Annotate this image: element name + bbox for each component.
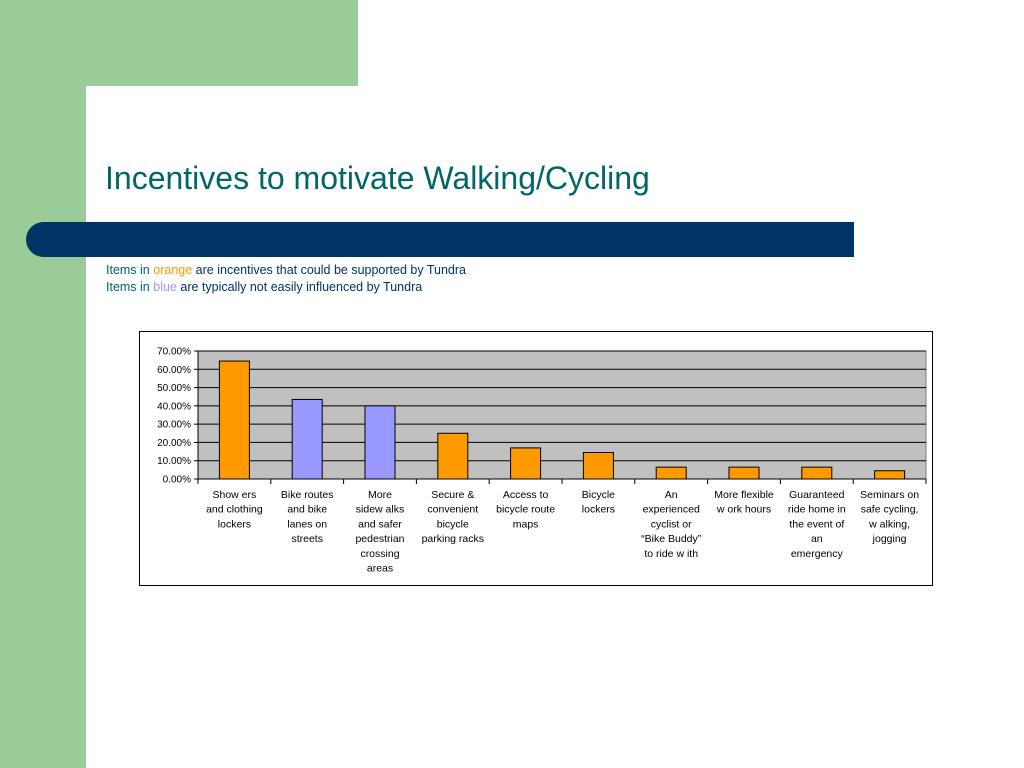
note2-pre: Items in <box>106 280 150 294</box>
x-tick-label: and safer <box>358 518 402 530</box>
y-tick-label: 10.00% <box>157 456 191 467</box>
x-tick-label: An <box>665 489 678 501</box>
x-tick-label: w alking, <box>868 518 910 530</box>
bar <box>582 451 614 480</box>
x-tick-label: bicycle route <box>496 504 555 516</box>
title-underline-band <box>26 222 854 257</box>
y-tick-label: 20.00% <box>157 438 191 449</box>
x-tick-label: cyclist or <box>651 518 692 530</box>
y-tick-label: 70.00% <box>157 347 191 358</box>
x-tick-label: “Bike Buddy” <box>641 533 702 545</box>
x-tick-label: Bike routes <box>281 489 334 501</box>
bar <box>218 360 250 480</box>
note2-color-word: blue <box>153 280 177 294</box>
slide-title: Incentives to motivate Walking/Cycling <box>105 160 650 196</box>
bar <box>801 466 833 480</box>
x-tick-label: streets <box>291 533 323 545</box>
content-corner <box>86 86 166 166</box>
note1-pre: Items in <box>106 263 150 277</box>
x-tick-label: the event of <box>789 518 844 530</box>
x-tick-label: to ride w ith <box>644 548 698 560</box>
x-tick-label: More flexible <box>714 489 774 501</box>
bar <box>728 466 760 480</box>
x-tick-label: sidew alks <box>356 504 404 516</box>
bar <box>655 466 687 480</box>
x-tick-label: convenient <box>427 504 478 516</box>
x-tick-label: ride home in <box>788 504 846 516</box>
note-orange: Items in orange are incentives that coul… <box>106 263 466 277</box>
y-tick-label: 0.00% <box>163 475 191 486</box>
y-tick-label: 50.00% <box>157 383 191 394</box>
note2-post: are typically not easily influenced by T… <box>180 280 423 294</box>
x-tick-label: an <box>811 533 823 545</box>
bar <box>874 470 906 480</box>
x-tick-label: bicycle <box>437 518 469 530</box>
x-tick-label: emergency <box>791 548 844 560</box>
x-tick-label: safe cycling, <box>861 504 919 516</box>
x-tick-label: More <box>368 489 392 501</box>
chart-container: 0.00% 10.00% 20.00% 30.00% 40.00% 50.00% 60.00… <box>139 331 933 586</box>
x-tick-label: pedestrian <box>355 533 404 545</box>
bar-chart: 0.00% 10.00% 20.00% 30.00% 40.00% 50.00% 60.00… <box>157 347 927 575</box>
x-tick-label: w ork hours <box>716 504 771 516</box>
x-tick-label: and bike <box>287 504 327 516</box>
x-tick-label: lockers <box>582 504 615 516</box>
note1-color-word: orange <box>153 263 193 277</box>
x-tick-label: lanes on <box>287 518 327 530</box>
x-tick-label: lockers <box>218 518 251 530</box>
y-tick-label: 30.00% <box>157 420 191 431</box>
x-tick-label: experienced <box>643 504 700 516</box>
x-tick-label: Secure & <box>431 489 474 501</box>
x-tick-label: and clothing <box>206 504 263 516</box>
bar <box>510 447 542 480</box>
x-tick-label: crossing <box>360 548 399 560</box>
bar <box>437 432 469 480</box>
x-tick-label: maps <box>513 518 539 530</box>
bar <box>291 398 323 480</box>
x-tick-label: parking racks <box>422 533 484 545</box>
x-tick-label: Show ers <box>213 489 257 501</box>
x-tick-label: Seminars on <box>860 489 919 501</box>
green-accent-left <box>0 0 86 768</box>
x-tick-label: areas <box>367 563 393 575</box>
y-tick-label: 40.00% <box>157 401 191 412</box>
x-tick-label: Access to <box>503 489 549 501</box>
y-tick-label: 60.00% <box>157 365 191 376</box>
bar <box>364 405 396 480</box>
x-tick-label: Bicycle <box>582 489 615 501</box>
note1-post: are incentives that could be supported b… <box>195 263 466 277</box>
note-blue: Items in blue are typically not easily i… <box>106 280 422 294</box>
x-tick-label: Guaranteed <box>789 489 845 501</box>
x-tick-label: jogging <box>872 533 907 545</box>
